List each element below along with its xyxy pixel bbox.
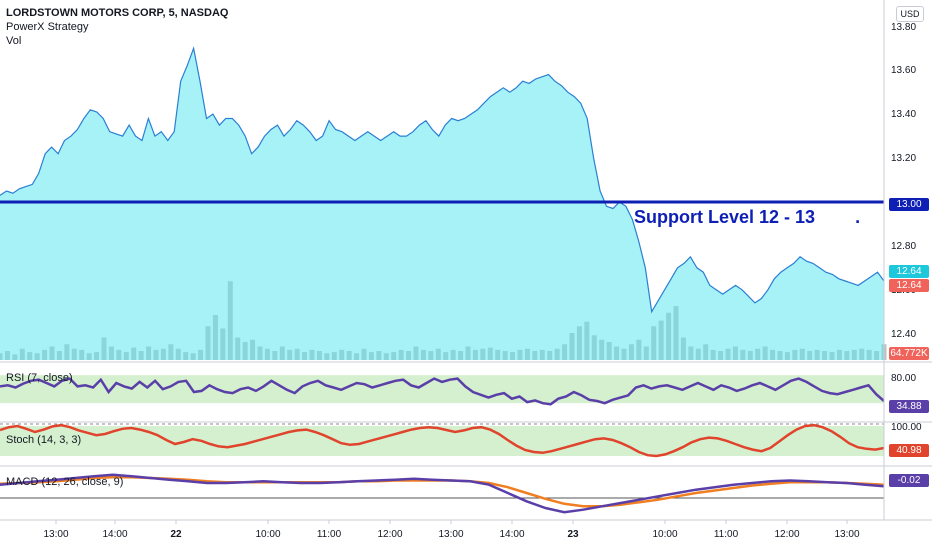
price-tick: 13.80 (891, 22, 917, 33)
stoch-band (0, 426, 884, 456)
time-tick: 12:00 (774, 529, 800, 540)
time-tick: 13:00 (834, 529, 860, 540)
price-area (0, 48, 884, 361)
rsi-value-badge: 34.88 (889, 400, 929, 413)
time-tick: 23 (567, 529, 579, 540)
time-tick: 12:00 (377, 529, 403, 540)
stoch-value-badge: 40.98 (889, 444, 929, 457)
time-tick: 10:00 (255, 529, 281, 540)
time-tick: 11:00 (713, 529, 739, 540)
price-tick: 13.40 (891, 109, 917, 120)
macd-line (0, 473, 885, 514)
price-tick: 12.40 (891, 329, 917, 340)
stoch-tick: 100.00 (891, 422, 922, 433)
support-annotation[interactable]: Support Level 12 - 13 . (634, 207, 861, 227)
chart-legend: LORDSTOWN MOTORS CORP, 5, NASDAQ PowerX … (6, 6, 228, 48)
time-tick: 22 (170, 529, 182, 540)
volume-badge: 64.772K (889, 347, 929, 360)
strategy-label[interactable]: PowerX Strategy (6, 21, 89, 33)
price-line (0, 46, 885, 314)
volume-label[interactable]: Vol (6, 35, 22, 47)
time-tick: 10:00 (652, 529, 678, 540)
rsi-line (0, 377, 885, 406)
time-tick: 13:00 (438, 529, 464, 540)
macd-label[interactable]: MACD (12, 26, close, 9) (6, 476, 124, 488)
chart-axes (0, 0, 932, 524)
price-pane[interactable] (0, 46, 887, 361)
rsi-label[interactable]: RSI (7, close) (6, 372, 73, 384)
currency-button[interactable]: USD (896, 6, 924, 22)
time-tick: 13:00 (43, 529, 69, 540)
support-price-badge: 13.00 (889, 198, 929, 211)
macd-pane[interactable] (0, 473, 885, 514)
price-tick: 12.80 (891, 241, 917, 252)
stoch-label[interactable]: Stoch (14, 3, 3) (6, 434, 82, 446)
time-tick: 14:00 (499, 529, 525, 540)
macd-signal-line (0, 475, 885, 508)
price-tick: 13.20 (891, 153, 917, 164)
stoch-line (0, 423, 885, 458)
rsi-pane[interactable] (0, 375, 885, 406)
last-price-badge-red: 12.64 (889, 279, 929, 292)
stoch-pane[interactable] (0, 423, 885, 458)
symbol-title[interactable]: LORDSTOWN MOTORS CORP, 5, NASDAQ (6, 7, 229, 19)
last-price-badge: 12.64 (889, 265, 929, 278)
rsi-tick: 80.00 (891, 373, 917, 384)
time-tick: 14:00 (102, 529, 128, 540)
time-tick: 11:00 (316, 529, 342, 540)
macd-value-badge: -0.02 (889, 474, 929, 487)
price-tick: 13.60 (891, 65, 917, 76)
rsi-band (0, 375, 884, 404)
